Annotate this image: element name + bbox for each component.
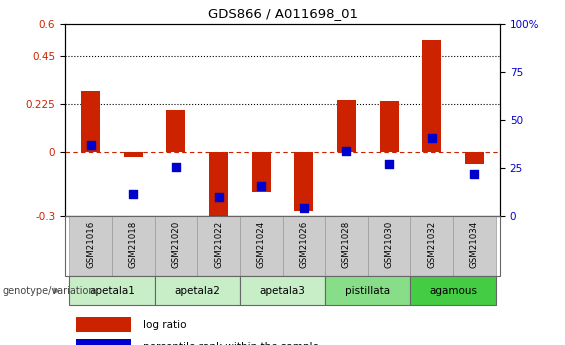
Bar: [197, 216, 240, 276]
Bar: [240, 216, 282, 276]
Point: [257, 183, 266, 189]
Title: GDS866 / A011698_01: GDS866 / A011698_01: [207, 7, 358, 20]
Bar: [325, 216, 368, 276]
Bar: [155, 216, 197, 276]
Text: GSM21018: GSM21018: [129, 220, 138, 268]
Bar: [81, 91, 100, 152]
Point: [470, 172, 479, 177]
Bar: [453, 216, 496, 276]
Point: [214, 195, 223, 200]
Text: GSM21024: GSM21024: [257, 220, 266, 268]
Point: [342, 148, 351, 153]
Bar: [209, 152, 228, 221]
Bar: [368, 216, 410, 276]
Text: percentile rank within the sample: percentile rank within the sample: [144, 342, 319, 345]
Point: [427, 135, 436, 141]
Bar: [325, 276, 410, 305]
Bar: [294, 152, 314, 211]
Text: pistillata: pistillata: [345, 286, 390, 296]
Text: GSM21030: GSM21030: [385, 220, 394, 268]
Point: [385, 161, 394, 167]
Text: GSM21032: GSM21032: [427, 220, 436, 268]
Text: GSM21016: GSM21016: [86, 220, 95, 268]
Point: [129, 191, 138, 196]
Bar: [112, 216, 155, 276]
Bar: [410, 216, 453, 276]
Text: GSM21022: GSM21022: [214, 220, 223, 268]
Bar: [166, 110, 185, 152]
Bar: [251, 152, 271, 192]
Text: GSM21028: GSM21028: [342, 220, 351, 268]
Text: GSM21020: GSM21020: [171, 220, 180, 268]
Point: [171, 164, 180, 169]
Bar: [240, 276, 325, 305]
Bar: [410, 276, 496, 305]
Text: genotype/variation: genotype/variation: [3, 286, 95, 296]
Point: [86, 142, 95, 148]
Bar: [124, 152, 143, 157]
Text: apetala2: apetala2: [174, 286, 220, 296]
Text: GSM21026: GSM21026: [299, 220, 308, 268]
Text: log ratio: log ratio: [144, 320, 187, 330]
Bar: [76, 317, 131, 333]
Bar: [380, 101, 399, 152]
Text: apetala1: apetala1: [89, 286, 135, 296]
Bar: [76, 339, 131, 345]
Text: GSM21034: GSM21034: [470, 220, 479, 268]
Bar: [465, 152, 484, 164]
Text: agamous: agamous: [429, 286, 477, 296]
Bar: [282, 216, 325, 276]
Bar: [422, 40, 441, 152]
Bar: [337, 100, 356, 152]
Bar: [69, 216, 112, 276]
Text: apetala3: apetala3: [259, 286, 306, 296]
Bar: [155, 276, 240, 305]
Point: [299, 205, 308, 211]
Bar: [69, 276, 155, 305]
